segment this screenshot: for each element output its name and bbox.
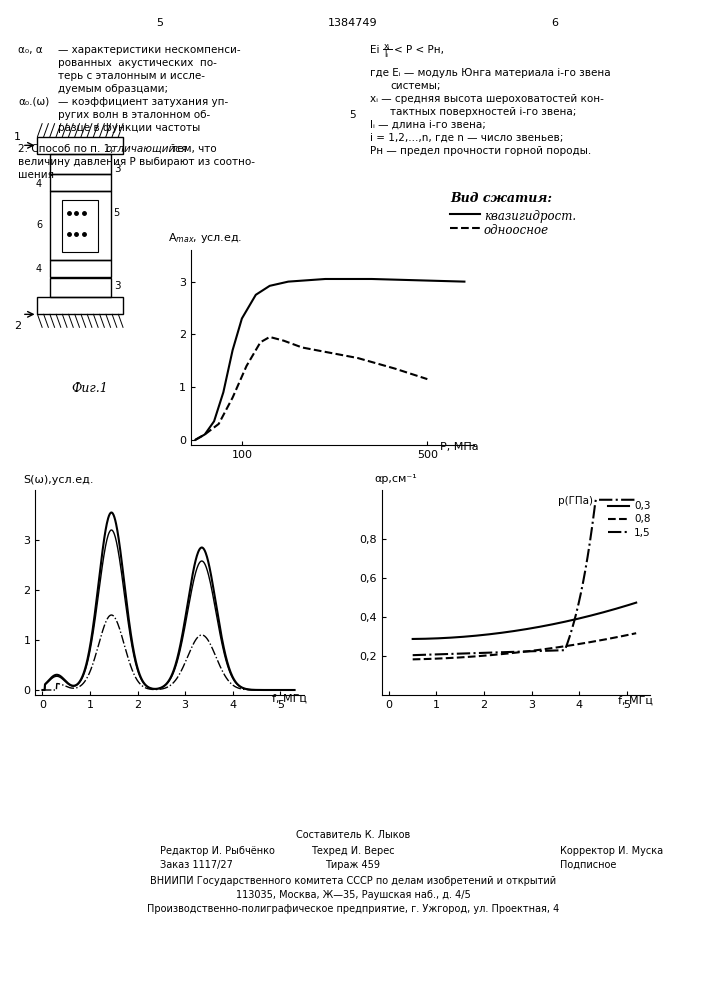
Text: 5: 5 [114, 208, 120, 218]
Text: — коэффициент затухания уп-: — коэффициент затухания уп- [58, 97, 228, 107]
Text: f, МГц: f, МГц [618, 696, 653, 706]
Text: рованных  акустических  по-: рованных акустических по- [58, 58, 217, 68]
Text: lᵢ: lᵢ [384, 50, 388, 59]
Text: дуемым образцами;: дуемым образцами; [58, 84, 168, 94]
Text: Техред И. Верес: Техред И. Верес [311, 846, 395, 856]
Text: P, МПа: P, МПа [440, 442, 479, 452]
Text: 4: 4 [36, 264, 42, 274]
Text: Составитель К. Лыков: Составитель К. Лыков [296, 830, 410, 840]
Text: p(ГПа): p(ГПа) [558, 496, 592, 506]
Text: 5: 5 [350, 110, 356, 120]
Text: Pн — предел прочности горной породы.: Pн — предел прочности горной породы. [370, 146, 591, 156]
Bar [50, 277, 110, 297]
Text: xᵢ — средняя высота шероховатостей кон-: xᵢ — средняя высота шероховатостей кон- [370, 94, 604, 104]
Text: < P < Pн,: < P < Pн, [394, 45, 444, 55]
Text: 2. Способ по п. 1,: 2. Способ по п. 1, [18, 144, 117, 154]
Text: одноосное: одноосное [484, 224, 549, 237]
Text: квазигидрост.: квазигидрост. [484, 210, 576, 223]
Text: Фиг.3: Фиг.3 [157, 630, 194, 643]
Bar [50, 191, 110, 260]
Text: i = 1,2,...,n, где n — число звеньев;: i = 1,2,...,n, где n — число звеньев; [370, 133, 563, 143]
Text: αp,см⁻¹: αp,см⁻¹ [375, 474, 417, 484]
Text: ВНИИПИ Государственного комитета СССР по делам изобретений и открытий: ВНИИПИ Государственного комитета СССР по… [150, 876, 556, 886]
Text: Производственно-полиграфическое предприятие, г. Ужгород, ул. Проектная, 4: Производственно-полиграфическое предприя… [147, 904, 559, 914]
Text: отличающийся: отличающийся [106, 144, 188, 154]
Text: 3: 3 [114, 281, 120, 291]
Bar [37, 297, 123, 314]
Text: Ei: Ei [370, 45, 380, 55]
Text: α₀, α: α₀, α [18, 45, 42, 55]
Text: Фиг.2: Фиг.2 [322, 382, 358, 395]
Text: Корректор И. Муска: Корректор И. Муска [560, 846, 663, 856]
Text: A$_{max}$, усл.ед.: A$_{max}$, усл.ед. [168, 231, 242, 245]
Text: 5: 5 [156, 18, 163, 28]
Text: Фиг.1: Фиг.1 [71, 382, 108, 395]
Bar [50, 174, 110, 191]
Text: Редактор И. Рыбчёнко: Редактор И. Рыбчёнко [160, 846, 275, 856]
Text: 4: 4 [36, 179, 42, 189]
Text: S(ω),усл.ед.: S(ω),усл.ед. [23, 475, 94, 485]
Text: шения: шения [18, 170, 54, 180]
Text: системы;: системы; [390, 81, 440, 91]
Bar [50, 260, 110, 277]
Bar [37, 137, 123, 154]
Text: величину давления Р выбирают из соотно-: величину давления Р выбирают из соотно- [18, 157, 255, 167]
Text: 6: 6 [36, 221, 42, 231]
Text: 2: 2 [13, 321, 21, 331]
Text: где Eᵢ — модуль Юнга материала i-го звена: где Eᵢ — модуль Юнга материала i-го звен… [370, 68, 611, 78]
Bar [50, 154, 110, 174]
Text: 1: 1 [13, 132, 21, 142]
Text: 6: 6 [551, 18, 559, 28]
Text: lᵢ — длина i-го звена;: lᵢ — длина i-го звена; [370, 120, 486, 130]
Text: ругих волн в эталонном об-: ругих волн в эталонном об- [58, 110, 210, 120]
Text: тем, что: тем, что [168, 144, 216, 154]
Text: Подписное: Подписное [560, 860, 617, 870]
Bar [62, 200, 98, 251]
Text: — характеристики нескомпенси-: — характеристики нескомпенси- [58, 45, 240, 55]
Legend: 0,3, 0,8, 1,5: 0,3, 0,8, 1,5 [608, 501, 650, 538]
Text: Заказ 1117/27: Заказ 1117/27 [160, 860, 233, 870]
Text: Фиг.4: Фиг.4 [512, 630, 549, 643]
Text: Вид сжатия:: Вид сжатия: [450, 192, 552, 205]
Text: 3: 3 [114, 164, 120, 174]
Text: терь с эталонным и иссле-: терь с эталонным и иссле- [58, 71, 205, 81]
Text: xᵢ: xᵢ [384, 42, 390, 51]
Text: разце в функции частоты: разце в функции частоты [58, 123, 200, 133]
Text: Тираж 459: Тираж 459 [325, 860, 380, 870]
Text: f, МГц: f, МГц [271, 694, 306, 704]
Text: 113035, Москва, Ж—35, Раушская наб., д. 4/5: 113035, Москва, Ж—35, Раушская наб., д. … [235, 890, 470, 900]
Text: α₀.(ω): α₀.(ω) [18, 97, 49, 107]
Text: 1384749: 1384749 [328, 18, 378, 28]
Text: тактных поверхностей i-го звена;: тактных поверхностей i-го звена; [390, 107, 576, 117]
